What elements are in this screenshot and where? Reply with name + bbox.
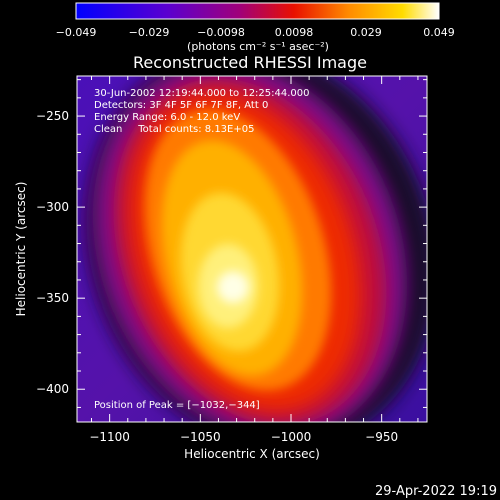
colorbar-tick-0: −0.049 <box>56 26 97 39</box>
colorbar: −0.049 −0.029 −0.0098 0.0098 0.029 0.049… <box>56 2 455 53</box>
annotation-time-range: 30-Jun-2002 12:19:44.000 to 12:25:44.000 <box>94 88 310 99</box>
x-tick-label: −1050 <box>180 430 221 444</box>
plot-frame <box>76 75 428 423</box>
heatmap-image <box>77 76 427 422</box>
peak-position-label: Position of Peak = [−1032,−344] <box>94 400 260 411</box>
annotation-clean-counts: Clean Total counts: 8.13E+05 <box>94 124 254 135</box>
peak-spot <box>216 271 249 304</box>
x-tick-label: −1000 <box>271 430 312 444</box>
y-tick-label: −400 <box>36 382 69 396</box>
colorbar-unit-label: (photons cm⁻² s⁻¹ asec⁻²) <box>187 40 329 53</box>
colorbar-tick-2: −0.0098 <box>197 26 245 39</box>
annotation-detectors: Detectors: 3F 4F 5F 6F 7F 8F, Att 0 <box>94 100 268 111</box>
y-tick-label: −250 <box>36 109 69 123</box>
chart-title: Reconstructed RHESSI Image <box>133 53 367 72</box>
axis-ticks <box>77 76 427 422</box>
colorbar-tick-4: 0.029 <box>350 26 382 39</box>
annotation-energy-range: Energy Range: 6.0 - 12.0 keV <box>94 112 240 123</box>
colorbar-tick-3: 0.0098 <box>275 26 314 39</box>
colorbar-gradient <box>75 2 440 20</box>
x-tick-label: −1100 <box>89 430 130 444</box>
colorbar-tick-1: −0.029 <box>129 26 170 39</box>
x-axis-label: Heliocentric X (arcsec) <box>184 447 320 461</box>
y-tick-label: −350 <box>36 291 69 305</box>
colorbar-tick-5: 0.049 <box>423 26 455 39</box>
footer-date: 29-Apr-2022 19:19 <box>375 484 497 499</box>
y-axis-label: Heliocentric Y (arcsec) <box>14 182 28 317</box>
y-tick-label: −300 <box>36 200 69 214</box>
x-tick-label: −950 <box>365 430 398 444</box>
